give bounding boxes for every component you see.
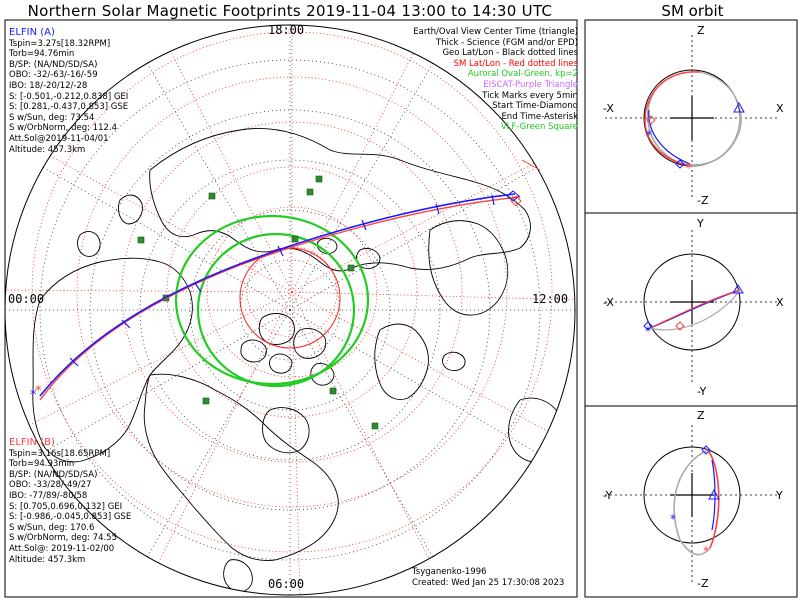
elfin-b-name: ELFIN (B) xyxy=(9,437,55,448)
elfin-b-line: OBO: -33/28/-49/27 xyxy=(9,480,92,491)
orbit-yz-right-label: Y xyxy=(776,489,783,502)
elfin-b-line: Torb=94.93min xyxy=(9,459,75,470)
sm-longitude-grid xyxy=(5,25,575,595)
legend-item: Auroral Oval-Green, kp=2 xyxy=(467,69,578,80)
legend: Earth/Oval View Center Time (triangle) T… xyxy=(413,27,578,133)
elfin-b-info: ELFIN (B) Tspin=3.16s[18.65RPM] Torb=94.… xyxy=(9,437,132,565)
elfin-a-line: OBO: -32/-63/-16/-59 xyxy=(9,70,98,81)
elfin-a-line: Att.Sol@2019-11-04/01 xyxy=(9,133,109,144)
legend-item: VLF-Green Square xyxy=(500,122,578,133)
elfin-a-line: S w/OrbNorm, deg: 112.4 xyxy=(9,123,118,134)
orbit-yz-left-label: -Y xyxy=(603,489,613,502)
elfin-b-line: S: [-0.986,-0.045,0.853] GSE xyxy=(9,512,132,523)
created-timestamp: Created: Wed Jan 25 17:30:08 2023 xyxy=(412,577,565,588)
legend-item: Geo Lat/Lon - Black dotted lines xyxy=(442,48,578,59)
orbit-xz-up-label: Z xyxy=(697,24,705,37)
elfin-a-line: IBO: 18/-20/12/-28 xyxy=(9,80,88,91)
elfin-b-line: Att.Sol@: 2019-11-02/00 xyxy=(9,543,115,554)
elfin-b-line: Altitude: 457.3km xyxy=(9,554,86,565)
elfin-b-line: Tspin=3.16s[18.65RPM] xyxy=(9,448,111,459)
legend-item: End Time-Asterisk xyxy=(501,111,578,122)
orbit-xz-right-label: X xyxy=(776,102,784,115)
map-label-top: 18:00 xyxy=(268,23,305,37)
elfin-b-start-diamond xyxy=(510,195,522,207)
model-credit: Tsyganenko-1996 xyxy=(412,567,487,577)
elfin-a-end-asterisk: * xyxy=(30,388,37,403)
credits: Tsyganenko-1996 Created: Wed Jan 25 17:3… xyxy=(412,567,564,588)
legend-item: Start Time-Diamond xyxy=(492,101,578,112)
view-center-marker xyxy=(521,159,541,171)
map-label-right: 12:00 xyxy=(532,292,569,306)
elfin-b-line: IBO: -77/89/-80/58 xyxy=(9,490,88,501)
svg-text:*: * xyxy=(646,128,652,142)
orbit-panel-frame-yz xyxy=(584,405,798,598)
elfin-a-line: S: [0.281,-0.437,0.853] GSE xyxy=(9,102,129,113)
elfin-b-end-asterisk: * xyxy=(35,384,42,399)
legend-item: SM Lat/Lon - Red dotted lines xyxy=(453,58,578,69)
svg-text:*: * xyxy=(645,324,651,338)
orbit-xy-left-label: -X xyxy=(603,296,614,309)
legend-item: Thick - Science (FGM and/or EPD) xyxy=(435,37,578,48)
svg-text:*: * xyxy=(670,512,676,526)
orbit-xz-down-label: -Z xyxy=(697,194,709,207)
page-title: Northern Solar Magnetic Footprints 2019-… xyxy=(27,2,553,20)
orbit-xy-up-label: Y xyxy=(697,217,704,230)
orbit-yz-down-label: -Z xyxy=(697,577,709,590)
orbit-xz-left-label: -X xyxy=(603,102,614,115)
elfin-b-line: S w/OrbNorm, deg: 74.55 xyxy=(9,533,118,544)
coastlines xyxy=(32,127,564,593)
map-label-left: 00:00 xyxy=(8,292,45,306)
elfin-a-name: ELFIN (A) xyxy=(9,27,55,38)
svg-text:*: * xyxy=(686,161,692,175)
elfin-b-line: S w/Sun, deg: 170.6 xyxy=(9,522,95,533)
orbit-xy-down-label: -Y xyxy=(697,385,707,398)
elfin-a-line: B/SP: (NA/ND/SD/SA) xyxy=(9,59,98,70)
orbit-panel-xz: * * xyxy=(605,35,780,200)
elfin-b-line: S: [0.705,0.696,0.132] GEI xyxy=(9,501,123,512)
elfin-a-line: Tspin=3.27s[18.32RPM] xyxy=(9,38,111,49)
elfin-a-tick-marks xyxy=(69,194,495,367)
orbit-panel-yz: * * xyxy=(605,425,780,585)
elfin-a-line: Torb=94.76min xyxy=(9,49,75,60)
elfin-a-line: S w/Sun, deg: 73.54 xyxy=(9,112,95,123)
orbit-panel-xy: * xyxy=(605,230,780,385)
svg-text:*: * xyxy=(703,544,709,558)
orbit-xy-right-label: X xyxy=(776,296,784,309)
elfin-a-line: Altitude: 457.3km xyxy=(9,144,86,155)
map-label-bottom: 06:00 xyxy=(268,577,305,591)
elfin-b-line: B/SP: (NA/ND/SD/SA) xyxy=(9,469,98,480)
map-boundary xyxy=(4,24,576,596)
elfin-a-info: ELFIN (A) Tspin=3.27s[18.32RPM] Torb=94.… xyxy=(9,27,129,155)
elfin-a-start-diamond xyxy=(506,190,520,202)
elfin-a-line: S: [-0.501,-0.212,0.838] GEI xyxy=(9,91,129,102)
orbit-panel-frame-xz xyxy=(584,19,798,214)
sm-orbit-title: SM orbit xyxy=(661,2,724,20)
legend-item: EISCAT-Purple Triangle xyxy=(483,79,578,90)
auroral-oval xyxy=(174,214,370,388)
legend-item: Tick Marks every 5min xyxy=(482,90,578,101)
orbit-yz-up-label: Z xyxy=(697,409,705,422)
legend-item: Earth/Oval View Center Time (triangle) xyxy=(413,27,578,37)
